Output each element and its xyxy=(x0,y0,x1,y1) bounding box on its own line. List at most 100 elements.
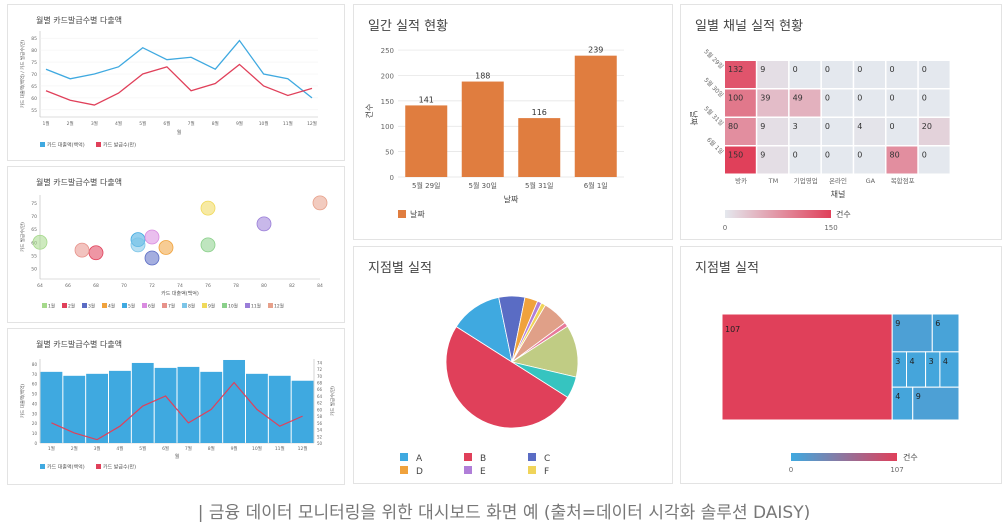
y2-tick-label: 56 xyxy=(317,421,323,426)
legend-label-2: 2월 xyxy=(68,303,75,310)
line-chart-panel: 월별 카드발급수별 다출액 55 60 65 70 75 80 85 1월 2월 3월 4월 5월 6월… xyxy=(7,4,345,161)
heatmap-cell xyxy=(886,89,918,117)
legend-swatch xyxy=(464,453,472,461)
figure-caption: | 금융 데이터 모니터링을 위한 대시보드 화면 예 (출처=데이터 시각화 … xyxy=(197,503,811,523)
legend-swatch-1 xyxy=(42,303,47,308)
treemap-panel: 지점별 실적 107 9 6 3 4 3 4 4 9 건수 0 107 xyxy=(680,246,1002,484)
heatmap-cell-value: 9 xyxy=(760,151,765,160)
color-scale-max: 150 xyxy=(824,224,837,232)
heatmap-cell-value: 0 xyxy=(857,151,862,160)
heatmap-cell-value: 0 xyxy=(825,122,830,131)
heatmap-cell-value: 0 xyxy=(890,122,895,131)
col-label: 온라인 xyxy=(829,176,847,185)
treemap-cell-value: 4 xyxy=(910,357,915,366)
heatmap-cell-value: 100 xyxy=(728,94,743,103)
bar-2 xyxy=(63,375,86,443)
legend-label-3: 3월 xyxy=(88,303,95,310)
bar-value-label: 188 xyxy=(475,72,490,81)
row-label: 5월 29일 xyxy=(702,47,725,70)
y-tick-label: 70 xyxy=(31,72,37,78)
x-tick-label: 9월 xyxy=(231,445,238,452)
row-label: 5월 31일 xyxy=(702,104,725,127)
heatmap-cell xyxy=(821,89,853,117)
heatmap-cell-value: 0 xyxy=(793,151,798,160)
pie-chart: A B C D E F xyxy=(400,295,579,477)
y2-axis-label: 카드 발급수(만) xyxy=(329,386,336,416)
bar-7 xyxy=(177,366,200,443)
heatmap-cell xyxy=(821,118,853,145)
heatmap-cell-value: 0 xyxy=(825,65,830,74)
y2-tick-label: 50 xyxy=(317,441,323,446)
y-tick-label: 65 xyxy=(31,227,37,233)
x-tick-label: 6월 1일 xyxy=(584,181,608,190)
heatmap-cell-value: 0 xyxy=(890,65,895,74)
heatmap-cell xyxy=(757,146,789,174)
x-tick-label: 64 xyxy=(37,283,43,289)
legend-label-1: 카드 대출액(백억) xyxy=(47,464,85,471)
heatmap-cell xyxy=(757,118,789,145)
bar-4 xyxy=(574,55,617,177)
y-tick-label: 30 xyxy=(32,411,38,416)
y-tick-label: 55 xyxy=(31,253,37,259)
heatmap-cell-value: 9 xyxy=(760,65,765,74)
bar-value-label: 141 xyxy=(419,95,434,104)
legend-swatch xyxy=(464,466,472,474)
legend-label: E xyxy=(480,467,486,477)
x-tick-label: 12월 xyxy=(307,120,317,127)
y-tick-label: 85 xyxy=(31,36,37,42)
x-tick-label: 76 xyxy=(205,283,211,289)
y-tick-label: 10 xyxy=(32,431,38,436)
bubble-point-11 xyxy=(256,216,272,232)
heatmap-cell-value: 4 xyxy=(857,122,862,131)
x-tick-label: 5월 31일 xyxy=(525,181,553,190)
heatmap-chart: 132 9 0 0 0 0 0 5월 29일 100 39 49 0 0 0 0 5월 30일 80 9 3 0 4 0 2… xyxy=(689,47,950,232)
legend-swatch-7 xyxy=(162,303,167,308)
y-tick-label: 100 xyxy=(381,123,394,131)
heatmap-cell xyxy=(757,61,789,88)
treemap-cell-value: 9 xyxy=(895,319,900,328)
bar-value-label: 239 xyxy=(588,46,603,55)
treemap-cell-9 xyxy=(912,386,960,421)
bar-8 xyxy=(200,371,223,443)
heatmap-cell-value: 0 xyxy=(922,94,927,103)
legend-swatch-1 xyxy=(40,142,45,147)
heatmap-cell xyxy=(918,61,950,88)
color-scale-max: 107 xyxy=(890,466,903,474)
bar-3 xyxy=(518,118,561,177)
combo-chart-title: 월별 카드발급수별 다출액 xyxy=(36,340,123,349)
bar-12 xyxy=(291,380,314,443)
legend-label-9: 9월 xyxy=(208,303,215,310)
bubble-point-6 xyxy=(144,229,160,245)
x-tick-label: 72 xyxy=(149,283,155,289)
bar-5 xyxy=(131,362,154,443)
legend-swatch-8 xyxy=(182,303,187,308)
y2-tick-label: 62 xyxy=(317,401,323,406)
y-tick-label: 75 xyxy=(31,60,37,66)
bar-11 xyxy=(268,375,291,443)
legend-swatch-2 xyxy=(96,464,101,469)
pie-chart-title: 지점별 실적 xyxy=(368,261,432,276)
bar-1 xyxy=(405,105,448,177)
daily-bar-chart: 0 50 100 150 200 250 141 5월 29일 188 5월 30일 116 5월 3… xyxy=(364,46,624,219)
treemap-cell-1 xyxy=(721,313,893,421)
x-tick-label: 5월 xyxy=(139,445,146,452)
row-label: 5월 30일 xyxy=(702,76,725,99)
y2-tick-label: 54 xyxy=(317,428,323,433)
heatmap-cell xyxy=(789,61,821,88)
treemap-cell-value: 3 xyxy=(895,357,900,366)
bubble-point-8 xyxy=(130,237,146,253)
x-tick-label: 82 xyxy=(289,283,295,289)
x-tick-label: 8월 xyxy=(208,445,215,452)
x-tick-label: 5월 xyxy=(139,120,146,127)
legend-swatch xyxy=(400,466,408,474)
bar-6 xyxy=(154,367,177,443)
y2-tick-label: 66 xyxy=(317,387,323,392)
color-scale-min: 0 xyxy=(789,466,793,474)
y-tick-label: 60 xyxy=(31,96,37,102)
heatmap-cell-value: 9 xyxy=(760,122,765,131)
y2-tick-label: 52 xyxy=(317,434,323,439)
legend-label-10: 10월 xyxy=(228,303,238,310)
y-tick-label: 50 xyxy=(31,267,37,273)
legend-swatch-2 xyxy=(62,303,67,308)
